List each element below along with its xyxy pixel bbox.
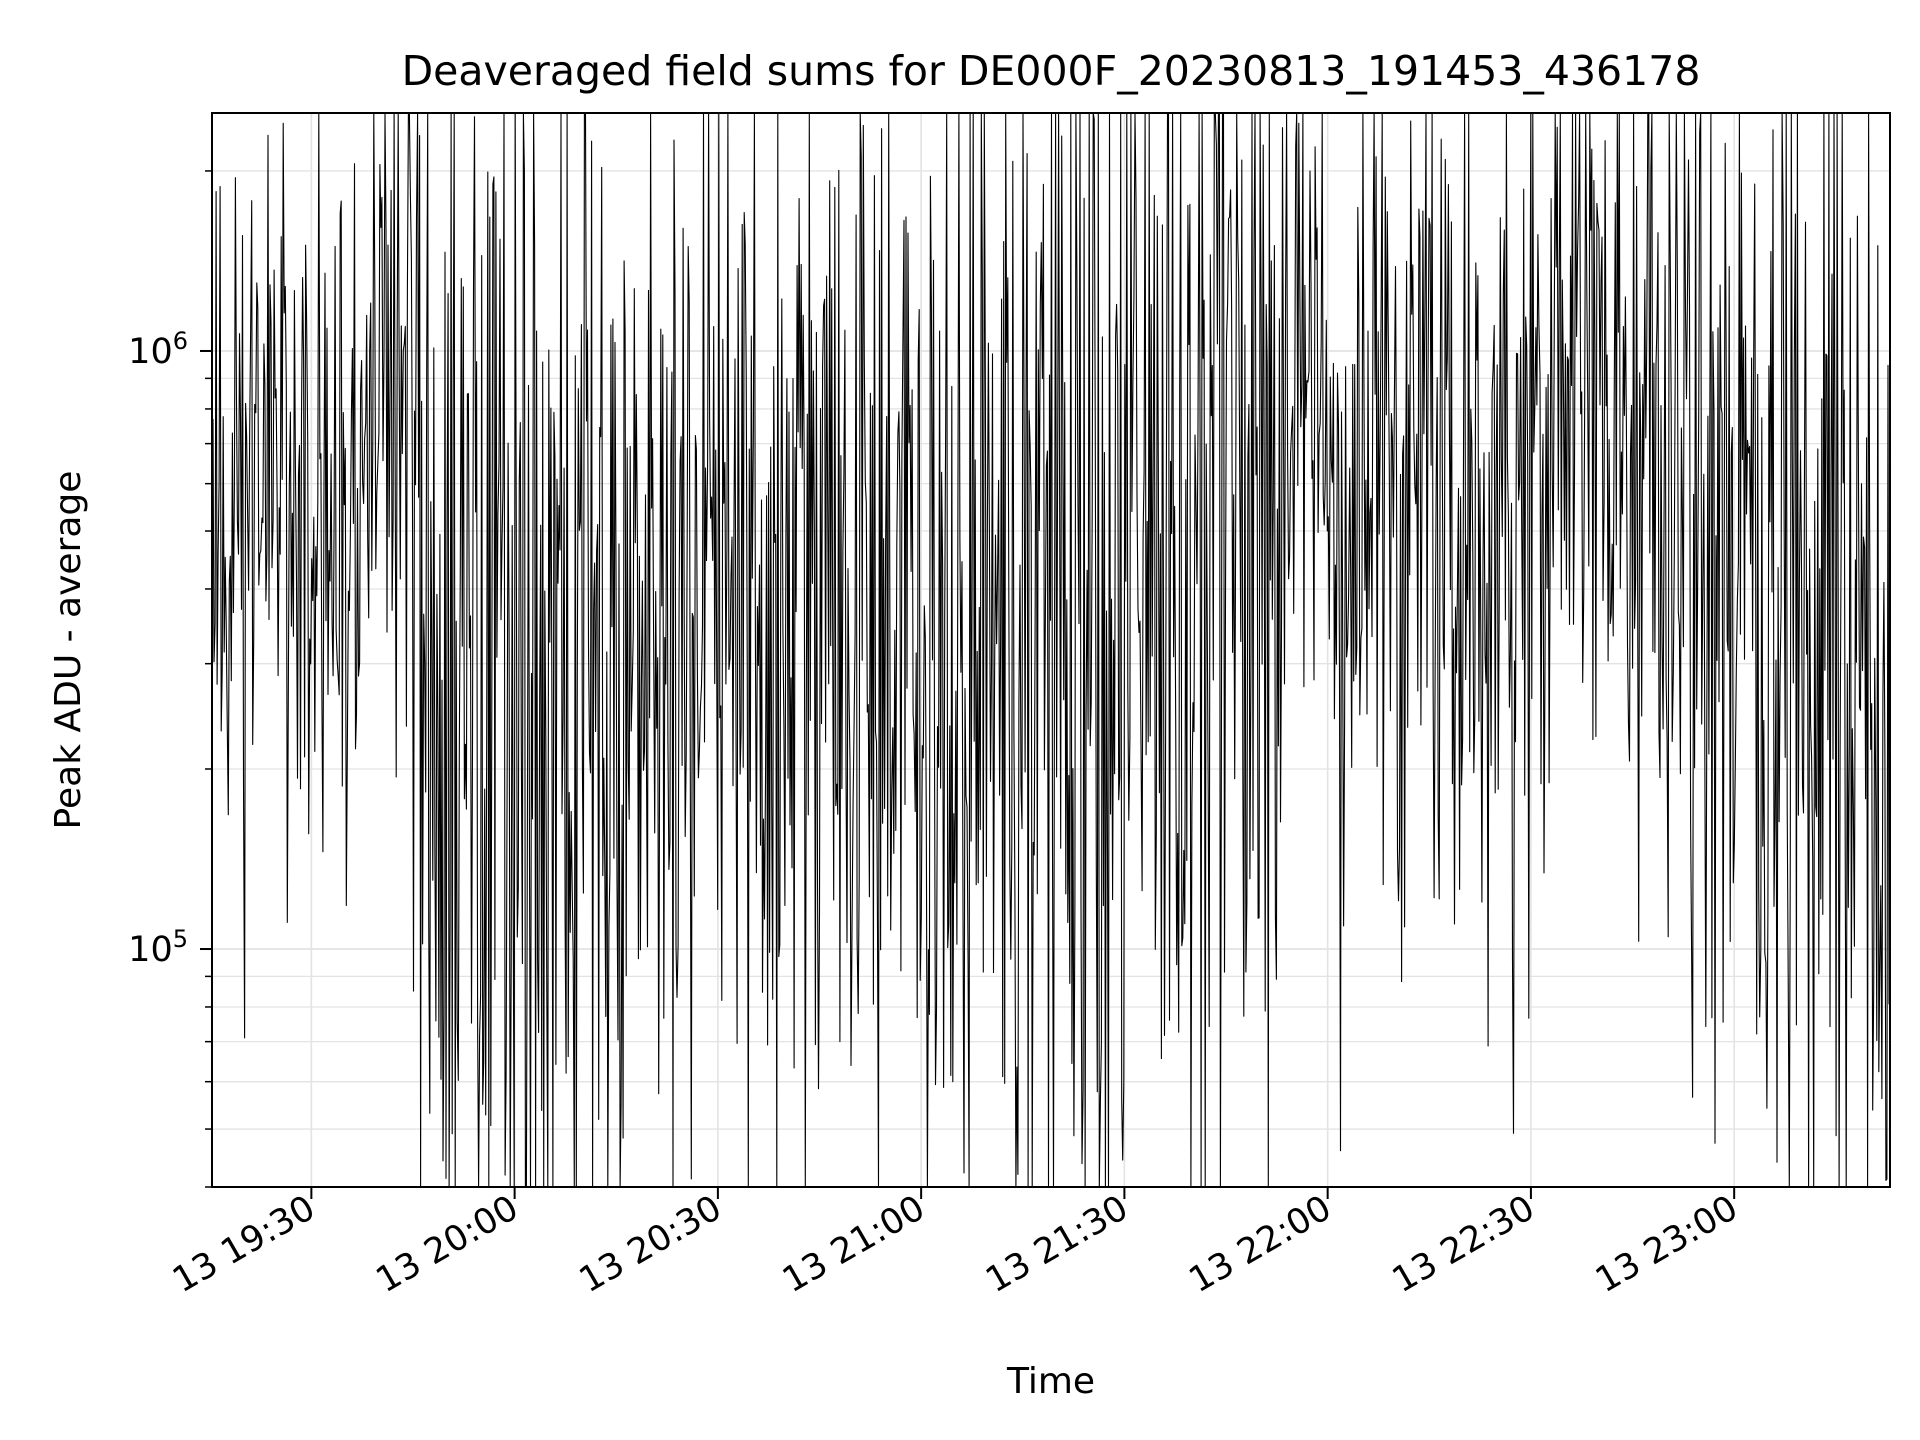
- x-tick-label: 13 20:30: [573, 1188, 729, 1301]
- y-axis: 106 105: [128, 170, 212, 1188]
- x-axis-label: Time: [1006, 1361, 1095, 1402]
- x-tick-label: 13 23:00: [1589, 1188, 1745, 1301]
- x-axis: 13 19:30 13 20:00 13 20:30 13 21:00 13 21:30…: [166, 1187, 1745, 1301]
- plot-frame: [211, 112, 1891, 1188]
- x-tick-label: 13 22:00: [1183, 1188, 1339, 1301]
- x-tick-label: 13 21:00: [776, 1188, 932, 1301]
- y-tick-label: 106: [128, 327, 188, 372]
- x-tick-label: 13 20:00: [370, 1188, 526, 1301]
- x-tick-label: 13 19:30: [166, 1188, 322, 1301]
- x-tick-label: 13 21:30: [979, 1188, 1135, 1301]
- y-axis-label: Peak ADU - average: [48, 471, 89, 830]
- series-layer: [211, 112, 1891, 1188]
- series-line: [211, 112, 1891, 1188]
- x-tick-label: 13 22:30: [1386, 1188, 1542, 1301]
- chart-title: Deaveraged field sums for DE000F_2023081…: [402, 47, 1701, 95]
- y-tick-label: 105: [128, 925, 188, 970]
